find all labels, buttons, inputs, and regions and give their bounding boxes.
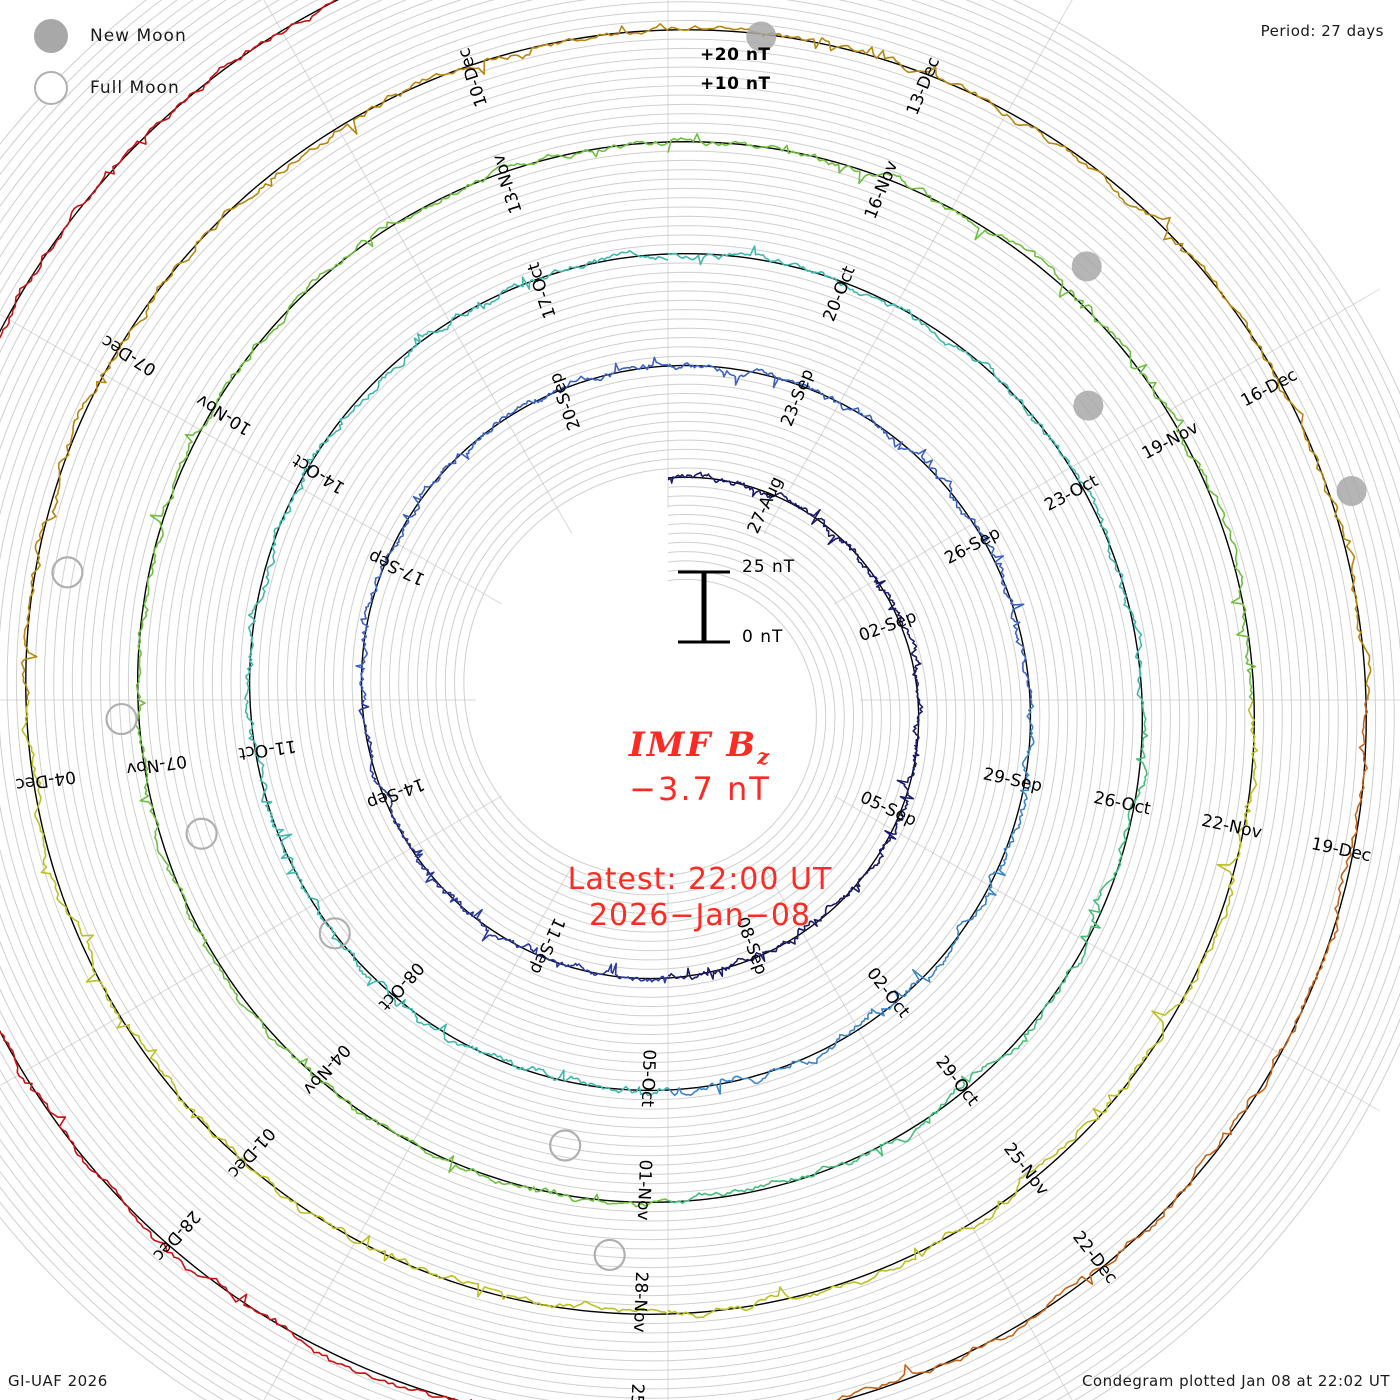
latest-time-line: Latest: 22:00 UT	[567, 862, 833, 897]
date-label: 22-Nov	[1200, 811, 1264, 843]
legend-item-full-moon: Full Moon	[24, 62, 187, 114]
date-label: 25-Dec	[625, 1383, 647, 1400]
moon-legend: New Moon Full Moon	[24, 10, 187, 114]
date-label: 13-Nov	[489, 152, 527, 216]
date-label: 29-Oct	[931, 1052, 982, 1110]
date-label: 13-Dec	[903, 54, 944, 118]
credit-text: GI-UAF 2026	[8, 1372, 108, 1390]
date-label: 10-Nov	[193, 390, 255, 439]
date-label: 28-Nov	[629, 1271, 651, 1333]
date-label: 04-Nov	[298, 1040, 354, 1099]
date-label: 22-Dec	[1068, 1228, 1121, 1288]
date-label: 16-Dec	[1238, 365, 1301, 411]
date-label: 28-Dec	[149, 1206, 204, 1264]
date-label: 17-Sep	[366, 546, 429, 589]
full-moon-icon	[34, 71, 68, 105]
ring-label-outer: +20 nT	[700, 45, 771, 65]
imf-title-main: IMF B	[628, 725, 758, 765]
date-label: 14-Oct	[289, 450, 349, 498]
ring-label-inner: +10 nT	[700, 74, 771, 94]
date-label: 19-Nov	[1139, 418, 1202, 464]
date-label: 10-Dec	[454, 45, 492, 109]
date-label: 02-Oct	[862, 964, 913, 1022]
period-text: Period: 27 days	[1260, 22, 1384, 40]
scale-bar-glyph	[678, 570, 730, 644]
new-moon-icon	[34, 19, 68, 53]
scale-bar-top-label: 25 nT	[742, 557, 796, 577]
date-label: 20-Oct	[819, 263, 859, 324]
latest-date-line: 2026−Jan−08	[588, 898, 812, 933]
date-label: 16-Nov	[861, 158, 902, 222]
legend-item-new-moon: New Moon	[24, 10, 187, 62]
date-label: 07-Dec	[98, 330, 160, 379]
legend-label-full-moon: Full Moon	[90, 78, 180, 98]
legend-label-new-moon: New Moon	[90, 26, 187, 46]
date-label: 23-Oct	[1041, 471, 1102, 516]
date-label: 01-Dec	[223, 1123, 278, 1181]
date-label: 17-Oct	[524, 260, 561, 321]
scale-bar-bottom-label: 0 nT	[742, 627, 784, 647]
date-label: 02-Sep	[856, 607, 919, 646]
date-label: 23-Sep	[777, 366, 818, 429]
imf-title-subscript: z	[757, 743, 772, 769]
plotted-text: Condegram plotted Jan 08 at 22:02 UT	[1081, 1372, 1390, 1390]
date-label: 05-Oct	[637, 1049, 659, 1108]
scale-bar: 25 nT 0 nT	[672, 557, 852, 656]
date-label: 25-Nov	[999, 1139, 1052, 1199]
imf-title: IMF Bz	[0, 725, 1400, 769]
date-label: 01-Nov	[633, 1159, 655, 1221]
imf-value: −3.7 nT	[629, 770, 771, 808]
date-label: 20-Sep	[546, 370, 585, 433]
date-label: 27-Aug	[744, 473, 788, 536]
date-label: 08-Oct	[374, 958, 428, 1014]
date-label: 26-Sep	[942, 523, 1004, 569]
